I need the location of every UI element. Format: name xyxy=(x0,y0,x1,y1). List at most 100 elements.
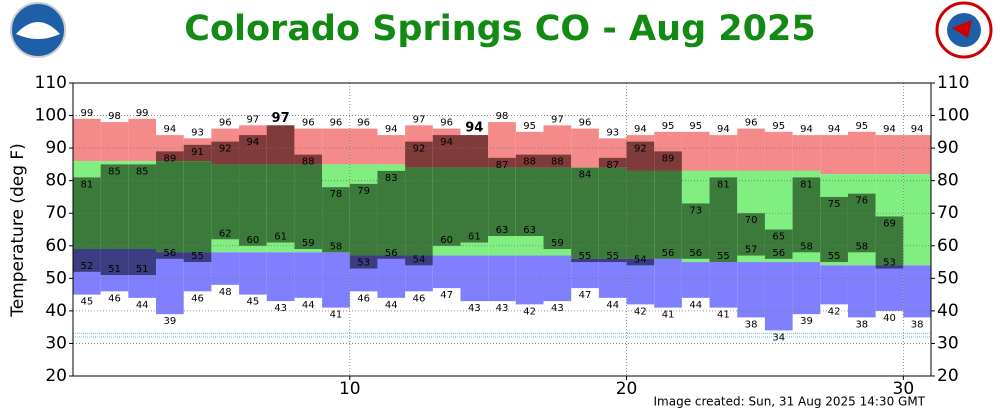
actual-high-label: 88 xyxy=(551,157,564,168)
x-tick-label: 10 xyxy=(339,379,361,399)
actual-high-label: 88 xyxy=(302,157,315,168)
actual-low-label: 63 xyxy=(496,225,509,236)
record-high-band xyxy=(737,128,765,171)
record-high-band xyxy=(792,135,821,171)
actual-bar xyxy=(128,164,157,250)
record-low-band xyxy=(543,255,572,302)
actual-bar xyxy=(100,249,129,276)
record-low-band xyxy=(294,252,323,298)
actual-low-label: 60 xyxy=(247,235,260,246)
record-low-label: 46 xyxy=(413,293,426,304)
actual-high-label: 85 xyxy=(136,166,149,177)
record-low-label: 39 xyxy=(164,316,177,327)
actual-low-label: 58 xyxy=(855,241,868,252)
record-high-label: 96 xyxy=(440,118,453,129)
actual-bar xyxy=(73,177,101,250)
record-low-label: 44 xyxy=(385,300,398,311)
footer: Image created: Sun, 31 Aug 2025 14:30 GM… xyxy=(654,395,926,409)
record-high-band xyxy=(820,135,848,175)
actual-bar xyxy=(183,161,212,253)
actual-high-label: 85 xyxy=(108,166,121,177)
record-high-band xyxy=(128,118,157,162)
record-high-label: 95 xyxy=(855,121,868,132)
record-high-label: 95 xyxy=(689,121,702,132)
record-high-label: 97 xyxy=(413,114,426,125)
actual-high-label: 91 xyxy=(191,147,204,158)
actual-bar xyxy=(100,164,129,250)
record-high-label: 96 xyxy=(579,118,592,129)
y2-tick-label: 80 xyxy=(937,171,959,191)
actual-high-label: 84 xyxy=(579,170,592,181)
record-low-label: 44 xyxy=(689,300,702,311)
actual-low-label: 55 xyxy=(828,251,841,262)
record-low-label: 43 xyxy=(551,303,564,314)
x-tick-label: 20 xyxy=(616,379,638,399)
actual-bar xyxy=(156,161,184,253)
actual-bar xyxy=(875,265,904,269)
actual-bar xyxy=(543,167,572,250)
record-low-label: 38 xyxy=(745,319,758,330)
record-low-band xyxy=(460,255,489,302)
record-high-band xyxy=(322,128,350,165)
record-low-label: 41 xyxy=(330,310,343,321)
record-low-band xyxy=(737,262,765,318)
actual-bar xyxy=(460,135,489,168)
record-high-band xyxy=(709,135,738,171)
record-low-label: 46 xyxy=(108,293,121,304)
record-low-band xyxy=(903,265,931,318)
y-tick-label: 110 xyxy=(35,73,67,93)
actual-low-label: 56 xyxy=(689,248,702,259)
actual-bar xyxy=(488,167,516,237)
chart-title: Colorado Springs CO - Aug 2025 xyxy=(184,9,815,49)
y-tick-label: 90 xyxy=(45,138,67,158)
record-high-label: 97 xyxy=(247,114,260,125)
actual-low-label: 57 xyxy=(745,245,758,256)
record-high-label: 95 xyxy=(662,121,675,132)
actual-low-label: 56 xyxy=(164,248,177,259)
actual-high-label: 69 xyxy=(883,218,896,229)
record-high-band xyxy=(681,131,710,171)
record-high-label: 99 xyxy=(136,108,149,119)
record-high-label: 95 xyxy=(523,121,536,132)
actual-bar xyxy=(239,135,267,165)
record-high-label: 94 xyxy=(911,124,924,135)
nws-logo xyxy=(935,1,993,59)
record-high-label: 98 xyxy=(108,111,121,122)
actual-low-label: 62 xyxy=(219,228,232,239)
actual-low-label: 53 xyxy=(357,258,370,269)
actual-low-label: 54 xyxy=(413,254,426,265)
y-tick-label: 80 xyxy=(45,171,67,191)
record-low-label: 46 xyxy=(191,293,204,304)
normal-band xyxy=(903,174,931,266)
record-low-label: 39 xyxy=(800,316,813,327)
actual-bar xyxy=(322,187,350,253)
record-high-label: 95 xyxy=(772,121,785,132)
record-high-band xyxy=(73,118,101,162)
record-high-label: 94 xyxy=(800,124,813,135)
actual-low-label: 54 xyxy=(634,254,647,265)
actual-bar xyxy=(764,229,793,259)
y-axis-label: Temperature (deg F) xyxy=(8,143,28,318)
actual-low-label: 59 xyxy=(551,238,564,249)
record-low-label: 43 xyxy=(274,303,287,314)
record-high-band xyxy=(100,122,129,162)
actual-high-label: 75 xyxy=(828,199,841,210)
record-low-label: 40 xyxy=(883,313,896,324)
actual-high-label: 78 xyxy=(330,189,343,200)
actual-bar xyxy=(183,252,212,263)
record-actual-high-label: 97 xyxy=(272,111,290,126)
actual-low-label: 60 xyxy=(440,235,453,246)
actual-bar xyxy=(349,255,378,269)
actual-bar xyxy=(847,193,876,253)
y-tick-label: 30 xyxy=(45,333,67,353)
actual-low-label: 59 xyxy=(302,238,315,249)
plot-frame xyxy=(72,82,932,377)
actual-bar xyxy=(377,255,406,259)
actual-bar xyxy=(294,164,323,250)
actual-high-label: 65 xyxy=(772,232,785,243)
record-low-band xyxy=(266,252,295,302)
actual-bar xyxy=(156,151,184,162)
actual-high-label: 94 xyxy=(247,137,260,148)
record-low-band xyxy=(654,258,682,308)
